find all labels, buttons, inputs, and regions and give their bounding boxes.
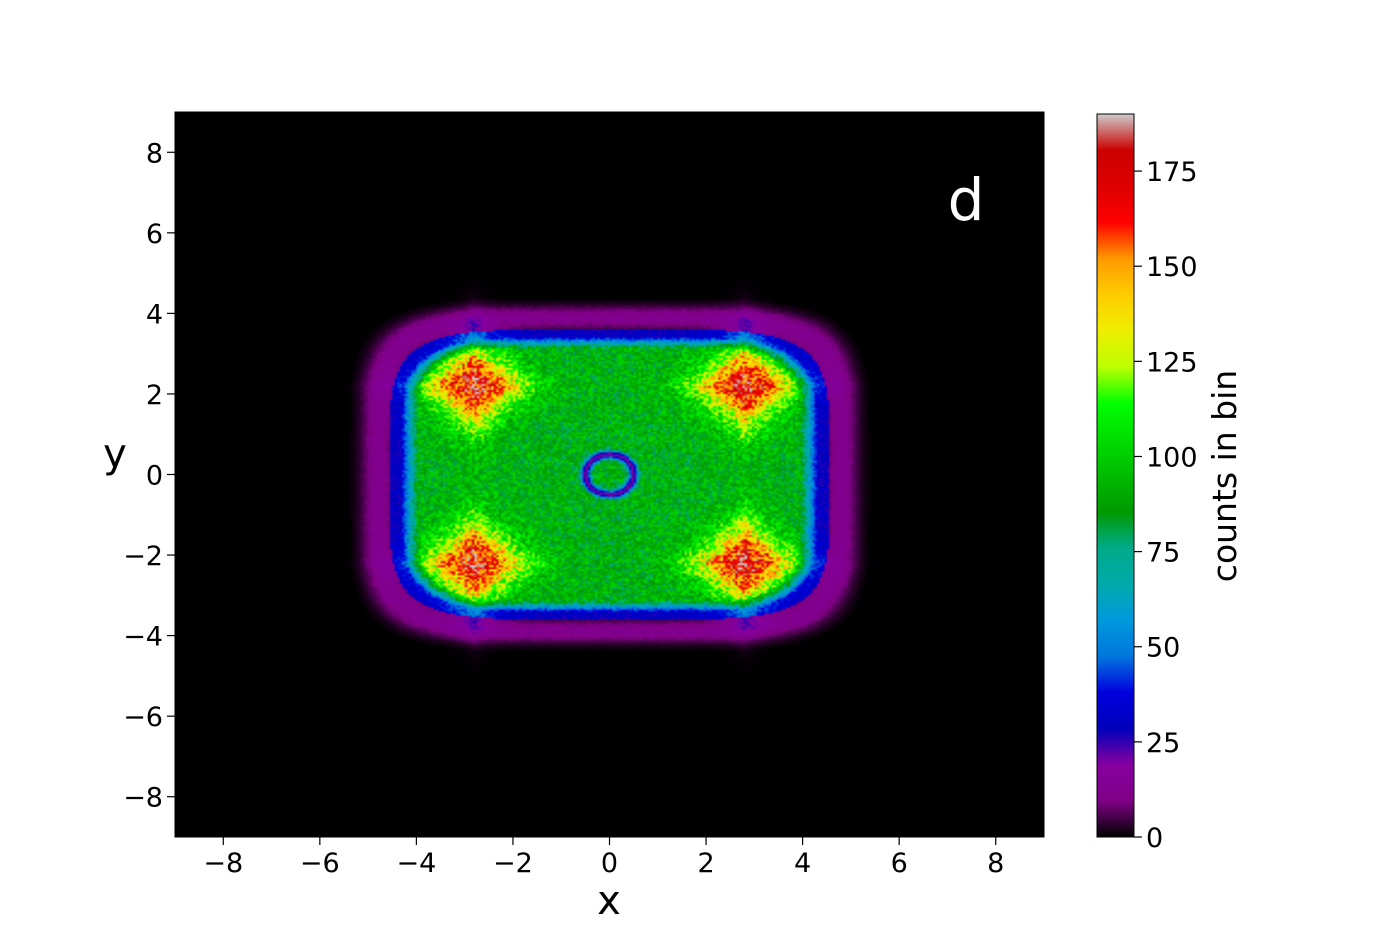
y-tick-label: 4 xyxy=(146,299,163,330)
x-tick-label: −4 xyxy=(396,848,436,879)
colorbar-tick-label: 25 xyxy=(1146,728,1180,759)
y-tick-label: −6 xyxy=(123,702,163,733)
y-tick-label: 6 xyxy=(146,219,163,250)
x-tick-label: −8 xyxy=(203,848,243,879)
colorbar-gradient xyxy=(1097,114,1134,837)
y-tick-label: −2 xyxy=(123,541,163,572)
colorbar-label: counts in bin xyxy=(1205,370,1244,582)
x-tick-label: −2 xyxy=(493,848,533,879)
y-tick-label: 2 xyxy=(146,380,163,411)
panel-label: d xyxy=(948,166,985,234)
colorbar: 0 25 50 75 100 125 150 175 counts in bin xyxy=(1096,113,1244,854)
plot-area: d xyxy=(174,111,1045,838)
colorbar-tick-label: 125 xyxy=(1146,347,1198,378)
y-axis-label: y xyxy=(103,431,127,477)
x-tick-label: 2 xyxy=(697,848,714,879)
colorbar-tick-label: 50 xyxy=(1146,633,1180,664)
colorbar-tick-label: 0 xyxy=(1146,823,1163,854)
y-tick-label: 8 xyxy=(146,138,163,169)
x-axis: −8 −6 −4 −2 0 2 4 6 8 xyxy=(203,837,1004,879)
x-tick-label: −6 xyxy=(300,848,340,879)
x-tick-label: 6 xyxy=(891,848,908,879)
colorbar-frame xyxy=(1096,113,1135,838)
y-axis: −8 −6 −4 −2 0 2 4 6 8 xyxy=(123,138,175,814)
x-axis-label: x xyxy=(597,878,621,924)
y-tick-label: −8 xyxy=(123,783,163,814)
x-tick-label: 8 xyxy=(987,848,1004,879)
colorbar-tick-label: 75 xyxy=(1146,538,1180,569)
x-tick-label: 4 xyxy=(794,848,811,879)
x-tick-label: 0 xyxy=(601,848,618,879)
colorbar-tick-label: 150 xyxy=(1146,252,1198,283)
y-tick-label: −4 xyxy=(123,622,163,653)
colorbar-tick-label: 100 xyxy=(1146,442,1198,473)
colorbar-tick-label: 175 xyxy=(1146,157,1198,188)
heatmap-image xyxy=(175,112,1044,837)
colorbar-ticks: 0 25 50 75 100 125 150 175 xyxy=(1134,157,1198,854)
y-tick-label: 0 xyxy=(146,461,163,492)
